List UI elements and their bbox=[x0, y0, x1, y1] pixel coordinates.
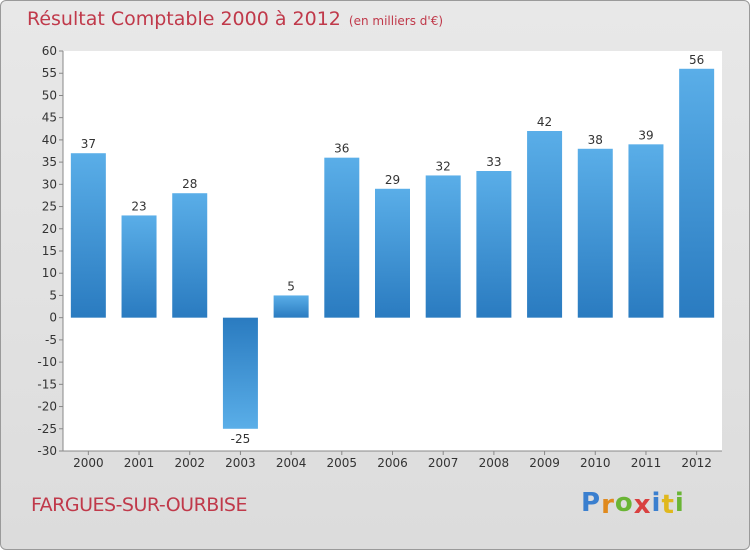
value-label-2011: 39 bbox=[638, 128, 653, 142]
bar-2000 bbox=[70, 153, 106, 318]
y-tick-label: 30 bbox=[42, 177, 57, 191]
bar-2001 bbox=[121, 215, 157, 318]
y-tick-label: 50 bbox=[42, 88, 57, 102]
x-tick-label-2003: 2003 bbox=[225, 456, 256, 470]
chart-subtitle: (en milliers d'€) bbox=[348, 14, 444, 28]
bar-2012 bbox=[679, 68, 715, 318]
y-tick-label: -5 bbox=[45, 333, 57, 347]
y-tick-label: 5 bbox=[49, 288, 57, 302]
bar-2008 bbox=[476, 171, 512, 318]
logo-letter: x bbox=[633, 490, 652, 520]
logo-letter: r bbox=[601, 490, 615, 520]
bar-2005 bbox=[324, 157, 360, 318]
x-tick-label-2000: 2000 bbox=[73, 456, 104, 470]
y-tick-label: 0 bbox=[49, 311, 57, 325]
x-tick-label-2011: 2011 bbox=[631, 456, 662, 470]
value-label-2003: -25 bbox=[231, 432, 251, 446]
value-label-2008: 33 bbox=[486, 155, 501, 169]
x-tick-label-2007: 2007 bbox=[428, 456, 459, 470]
value-label-2010: 38 bbox=[588, 133, 603, 147]
logo-letter: t bbox=[661, 490, 675, 520]
proxiti-logo[interactable]: Proxiti bbox=[581, 488, 685, 520]
value-label-2006: 29 bbox=[385, 173, 400, 187]
y-tick-label: -20 bbox=[37, 400, 57, 414]
value-label-2012: 56 bbox=[689, 53, 704, 67]
y-tick-label: 55 bbox=[42, 66, 57, 80]
value-label-2007: 32 bbox=[436, 159, 451, 173]
logo-letter: o bbox=[614, 488, 634, 518]
y-tick-label: 45 bbox=[42, 111, 57, 125]
logo-letter: i bbox=[674, 488, 685, 518]
x-tick-label-2012: 2012 bbox=[681, 456, 712, 470]
bar-2007 bbox=[425, 175, 461, 318]
y-tick-label: 20 bbox=[42, 222, 57, 236]
bar-2009 bbox=[527, 131, 563, 318]
logo-letter: i bbox=[651, 488, 662, 518]
y-tick-label: 40 bbox=[42, 133, 57, 147]
bar-2006 bbox=[375, 188, 410, 318]
commune-name: FARGUES-SUR-OURBISE bbox=[31, 494, 248, 516]
value-label-2009: 42 bbox=[537, 115, 552, 129]
bar-2004 bbox=[273, 295, 309, 318]
y-tick-label: 35 bbox=[42, 155, 57, 169]
x-tick-label-2010: 2010 bbox=[580, 456, 611, 470]
value-label-2005: 36 bbox=[334, 142, 349, 156]
x-tick-label-2002: 2002 bbox=[174, 456, 205, 470]
value-label-2002: 28 bbox=[182, 177, 197, 191]
chart-title: Résultat Comptable 2000 à 2012 (en millie… bbox=[27, 8, 443, 30]
x-tick-label-2005: 2005 bbox=[327, 456, 358, 470]
value-label-2004: 5 bbox=[287, 279, 295, 293]
y-tick-label: 25 bbox=[42, 200, 57, 214]
y-tick-label: -10 bbox=[37, 355, 57, 369]
y-tick-label: -15 bbox=[37, 377, 57, 391]
y-tick-label: -25 bbox=[37, 422, 57, 436]
y-tick-label: 15 bbox=[42, 244, 57, 258]
logo-letter: P bbox=[581, 488, 602, 518]
x-tick-label-2004: 2004 bbox=[276, 456, 307, 470]
bar-2011 bbox=[628, 144, 664, 318]
bar-2003 bbox=[222, 317, 258, 429]
x-tick-label-2008: 2008 bbox=[479, 456, 510, 470]
chart-title-text: Résultat Comptable 2000 à 2012 bbox=[27, 8, 341, 30]
y-tick-label: 10 bbox=[42, 266, 57, 280]
value-label-2000: 37 bbox=[81, 137, 96, 151]
y-tick-label: -30 bbox=[37, 444, 57, 458]
x-tick-label-2009: 2009 bbox=[529, 456, 560, 470]
x-tick-label-2006: 2006 bbox=[377, 456, 408, 470]
y-tick-label: 60 bbox=[42, 44, 57, 58]
bar-2010 bbox=[577, 148, 613, 318]
x-tick-label-2001: 2001 bbox=[124, 456, 155, 470]
bar-2002 bbox=[172, 193, 208, 318]
value-label-2001: 23 bbox=[131, 199, 146, 213]
